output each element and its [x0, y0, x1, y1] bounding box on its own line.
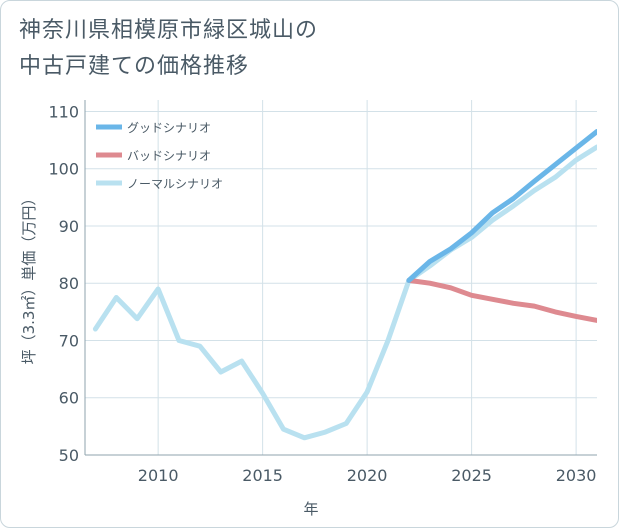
chart-title-line-1: 神奈川県相模原市緑区城山の	[19, 18, 319, 43]
y-tick-label-110: 110	[48, 102, 79, 121]
x-tick-label-2025: 2025	[451, 466, 492, 485]
legend-label-normal: ノーマルシナリオ	[127, 177, 223, 191]
chart-title-line-2: 中古戸建ての価格推移	[19, 54, 250, 79]
series-line-good	[406, 129, 597, 283]
y-tick-label-50: 50	[59, 446, 79, 465]
x-axis-title: 年	[303, 500, 318, 518]
x-tick-label-2030: 2030	[556, 466, 597, 485]
x-tick-label-2010: 2010	[138, 466, 179, 485]
y-tick-label-70: 70	[59, 331, 79, 350]
y-tick-label-60: 60	[59, 389, 79, 408]
y-tick-label-100: 100	[48, 160, 79, 179]
y-axis-title: 坪（3.3㎡）単価（万円）	[20, 191, 38, 365]
y-tick-label-80: 80	[59, 274, 79, 293]
y-tick-label-90: 90	[59, 217, 79, 236]
series-line-bad	[406, 277, 597, 323]
legend-label-bad: バッドシナリオ	[127, 149, 211, 163]
x-tick-label-2020: 2020	[347, 466, 388, 485]
series-line-normal	[92, 144, 597, 441]
legend-label-good: グッドシナリオ	[127, 121, 211, 135]
chart-title: 神奈川県相模原市緑区城山の 中古戸建ての価格推移	[19, 13, 318, 85]
x-tick-label-2015: 2015	[242, 466, 283, 485]
plot-area	[85, 100, 597, 455]
